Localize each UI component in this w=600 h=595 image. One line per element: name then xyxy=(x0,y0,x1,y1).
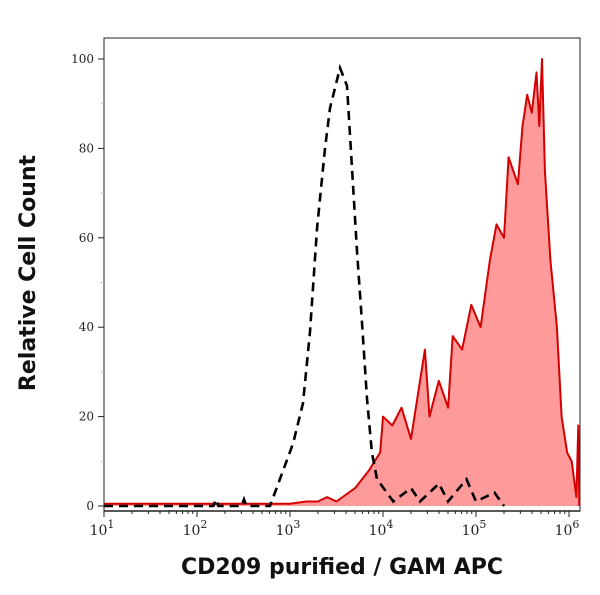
y-tick-label: 60 xyxy=(79,231,94,245)
x-tick-label: 103 xyxy=(276,518,301,539)
x-tick-exponent: 5 xyxy=(479,518,486,531)
x-tick-base: 10 xyxy=(276,523,294,539)
series-fill-area xyxy=(104,59,580,506)
x-tick-base: 10 xyxy=(90,523,108,539)
series-line-control-dashed xyxy=(104,63,506,508)
x-tick-base: 10 xyxy=(462,523,480,539)
x-axis-label: CD209 purified / GAM APC xyxy=(181,555,503,580)
x-tick-exponent: 3 xyxy=(293,518,300,531)
x-tick-base: 10 xyxy=(555,523,573,539)
x-tick-exponent: 2 xyxy=(200,518,207,531)
x-tick-label: 106 xyxy=(555,518,580,539)
x-tick-label: 105 xyxy=(462,518,487,539)
y-axis-label: Relative Cell Count xyxy=(16,154,41,391)
x-tick-exponent: 4 xyxy=(386,518,393,531)
series-line-stained xyxy=(104,58,581,507)
y-tick-label: 40 xyxy=(79,320,94,334)
x-tick-base: 10 xyxy=(183,523,201,539)
x-tick-base: 10 xyxy=(369,523,387,539)
x-tick-label: 101 xyxy=(90,518,115,539)
x-tick-exponent: 6 xyxy=(572,518,579,531)
y-tick-label: 0 xyxy=(86,499,94,513)
x-tick-exponent: 1 xyxy=(107,518,114,531)
y-tick-label: 20 xyxy=(79,410,94,424)
x-tick-label: 104 xyxy=(369,518,394,539)
y-tick-label: 80 xyxy=(79,141,94,155)
x-tick-label: 102 xyxy=(183,518,208,539)
y-tick-label: 100 xyxy=(71,52,94,66)
